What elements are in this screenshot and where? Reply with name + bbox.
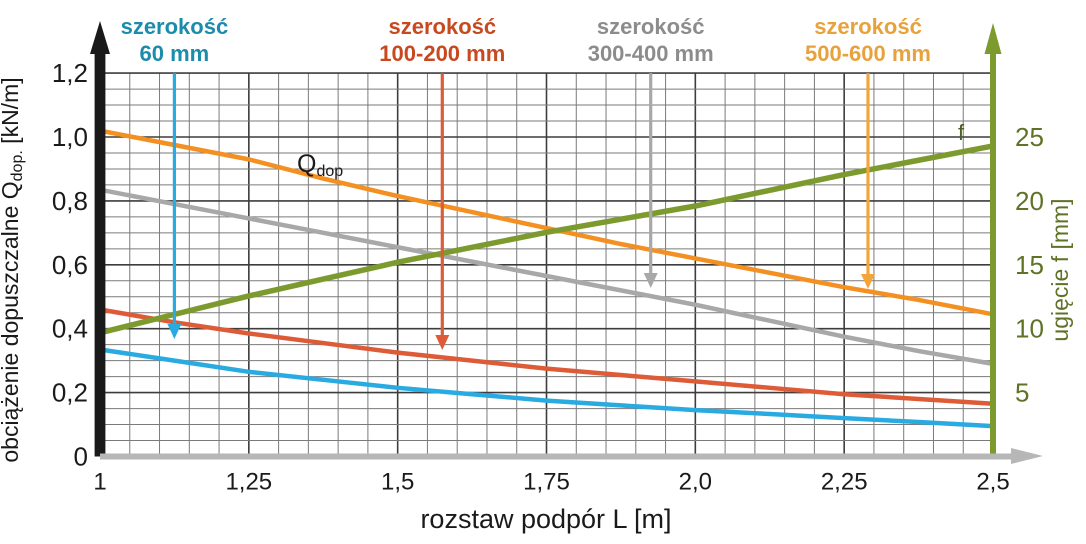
svg-text:1,2: 1,2 [52,58,88,88]
svg-text:0,2: 0,2 [52,378,88,408]
svg-text:szerokość: szerokość [121,14,229,39]
svg-text:szerokość: szerokość [597,14,705,39]
svg-text:500-600 mm: 500-600 mm [805,41,931,66]
svg-text:1,5: 1,5 [381,469,414,496]
svg-text:1: 1 [93,469,106,496]
svg-text:5: 5 [1015,378,1029,408]
svg-text:1,25: 1,25 [225,469,272,496]
svg-text:25: 25 [1015,122,1044,152]
svg-text:1,0: 1,0 [52,122,88,152]
svg-text:60 mm: 60 mm [140,41,210,66]
svg-text:10: 10 [1015,314,1044,344]
svg-text:ugięcie f [mm]: ugięcie f [mm] [1047,198,1073,341]
svg-text:obciążenie dopuszczalne Qdop.: obciążenie dopuszczalne Qdop. [kN/m] [0,77,26,462]
svg-text:2,5: 2,5 [976,469,1009,496]
svg-text:100-200 mm: 100-200 mm [379,41,505,66]
svg-text:1,75: 1,75 [523,469,570,496]
svg-text:f: f [958,120,965,145]
svg-text:0: 0 [74,442,88,472]
svg-text:0,6: 0,6 [52,250,88,280]
svg-text:2,0: 2,0 [679,469,712,496]
svg-text:rozstaw podpór L [m]: rozstaw podpór L [m] [420,504,671,534]
svg-text:0,4: 0,4 [52,314,88,344]
svg-text:20: 20 [1015,186,1044,216]
svg-text:300-400 mm: 300-400 mm [588,41,714,66]
svg-text:szerokość: szerokość [814,14,922,39]
svg-text:2,25: 2,25 [821,469,868,496]
svg-text:szerokość: szerokość [388,14,496,39]
svg-text:0,8: 0,8 [52,186,88,216]
svg-text:15: 15 [1015,250,1044,280]
